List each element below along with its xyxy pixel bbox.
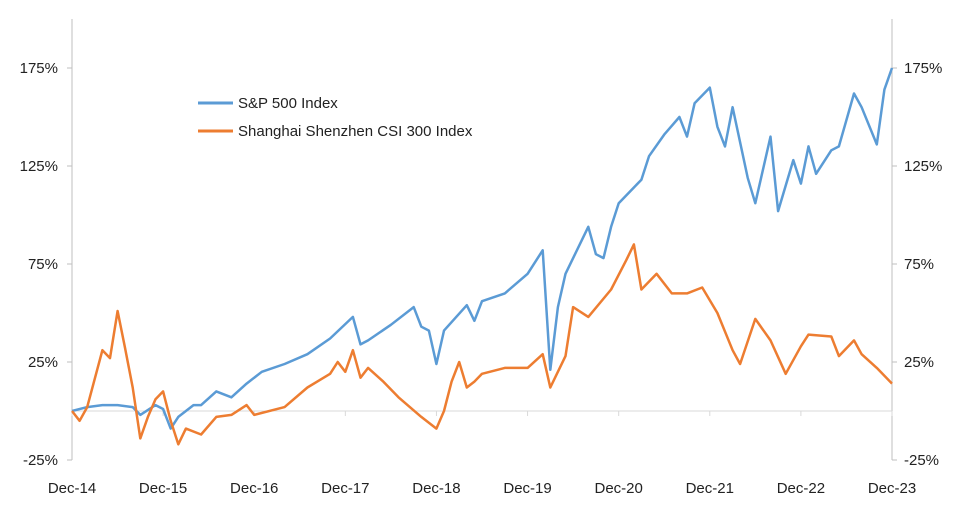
y-tick-label-right: -25% [904, 452, 939, 469]
x-tick-label: Dec-20 [594, 480, 642, 497]
axes: 175% 175% 125% 125% 75% 75% 25% 25% -25% -25% Dec-… [20, 19, 942, 497]
legend-label-csi300: Shanghai Shenzhen CSI 300 Index [238, 123, 473, 140]
x-tick-label: Dec-18 [412, 480, 460, 497]
x-tick-label: Dec-14 [48, 480, 96, 497]
y-tick-label-left: 25% [28, 354, 58, 371]
y-tick-label-left: 75% [28, 256, 58, 273]
legend: S&P 500 Index Shanghai Shenzhen CSI 300 … [198, 95, 473, 140]
x-tick-label: Dec-22 [777, 480, 825, 497]
y-tick-label-right: 75% [904, 256, 934, 273]
x-tick-label: Dec-23 [868, 480, 916, 497]
series-group [71, 67, 894, 446]
x-tick-label: Dec-19 [503, 480, 551, 497]
legend-label-sp500: S&P 500 Index [238, 95, 338, 112]
x-tick-label: Dec-15 [139, 480, 187, 497]
y-tick-label-left: 175% [20, 60, 58, 77]
y-tick-label-left: -25% [23, 452, 58, 469]
x-tick-label: Dec-16 [230, 480, 278, 497]
y-tick-label-right: 125% [904, 158, 942, 175]
y-tick-label-right: 175% [904, 60, 942, 77]
x-tick-label: Dec-17 [321, 480, 369, 497]
series-line-sp500 [71, 67, 894, 430]
series-line-csi300 [71, 243, 893, 446]
x-tick-label: Dec-21 [686, 480, 734, 497]
y-tick-label-left: 125% [20, 158, 58, 175]
y-tick-label-right: 25% [904, 354, 934, 371]
